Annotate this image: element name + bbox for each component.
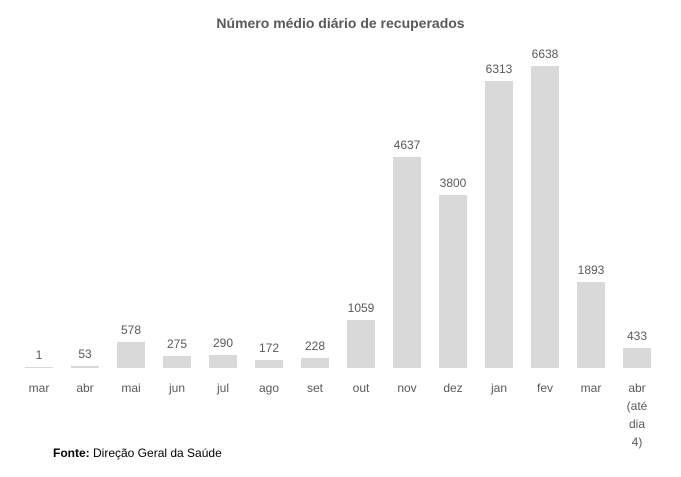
category-label: mar [28, 381, 50, 395]
bar-value-label: 53 [78, 346, 92, 361]
bar-value-label: 433 [626, 329, 648, 344]
bar-column: 1059 [347, 301, 375, 368]
bar [577, 281, 605, 368]
bar-column: 578 [117, 323, 145, 368]
bar-column: 1 [25, 348, 53, 368]
category-label: out [352, 381, 370, 395]
bar-column: 6313 [485, 62, 513, 368]
bar-column: 53 [71, 347, 99, 368]
bar [117, 341, 145, 368]
bar-column: 290 [209, 336, 237, 368]
source-note: Fonte: Direção Geral da Saúde [53, 446, 222, 460]
category-label: abr (até dia 4) [626, 381, 648, 449]
bar-column: 433 [623, 329, 651, 368]
bar-value-label: 3800 [439, 176, 467, 191]
bar [623, 348, 651, 368]
bar [347, 319, 375, 368]
bar-value-label: 1059 [347, 300, 375, 315]
bar [255, 360, 283, 368]
bar [301, 357, 329, 368]
bar-value-label: 578 [120, 322, 142, 337]
source-label: Fonte: [53, 446, 90, 460]
category-label: jan [490, 381, 507, 395]
bar [393, 157, 421, 368]
bar [485, 80, 513, 368]
category-label: abr [76, 381, 94, 395]
bar-value-label: 172 [258, 341, 280, 356]
bar-column: 3800 [439, 176, 467, 368]
bar-column: 6638 [531, 47, 559, 368]
bar-value-label: 1 [35, 348, 43, 362]
bar-value-label: 6313 [485, 61, 513, 76]
bar-value-label: 228 [304, 338, 326, 353]
bar-value-label: 290 [212, 335, 234, 350]
bar [163, 355, 191, 368]
category-label: dez [443, 381, 463, 395]
category-label: mar [580, 381, 602, 395]
category-label: jun [168, 381, 185, 395]
category-label: set [306, 381, 323, 395]
category-label: fev [536, 381, 553, 395]
category-label: mai [121, 381, 141, 395]
bar [25, 367, 53, 368]
category-label: nov [397, 381, 417, 395]
bar-column: 275 [163, 336, 191, 368]
bar-column: 172 [255, 341, 283, 368]
bar [439, 195, 467, 368]
bar [71, 365, 99, 368]
bar-value-label: 1893 [577, 262, 605, 277]
bar [531, 66, 559, 368]
bar-column: 228 [301, 339, 329, 368]
bar-column: 4637 [393, 138, 421, 368]
bar [209, 354, 237, 368]
bar-column: 1893 [577, 263, 605, 368]
bar-value-label: 275 [166, 336, 188, 351]
category-label: ago [258, 381, 280, 395]
source-text: Direção Geral da Saúde [93, 446, 222, 460]
chart-title: Número médio diário de recuperados [216, 15, 465, 31]
bar-value-label: 4637 [393, 138, 421, 153]
plot-area: 1 53 578 275 290 172 228 1059 4637 3800 6313 6638 18… [25, 40, 651, 368]
category-axis: mar abr mai jun jul ago set out nov dez jan fev mar a… [25, 368, 651, 451]
category-label: jul [216, 381, 229, 395]
bar-value-label: 6638 [531, 47, 559, 61]
